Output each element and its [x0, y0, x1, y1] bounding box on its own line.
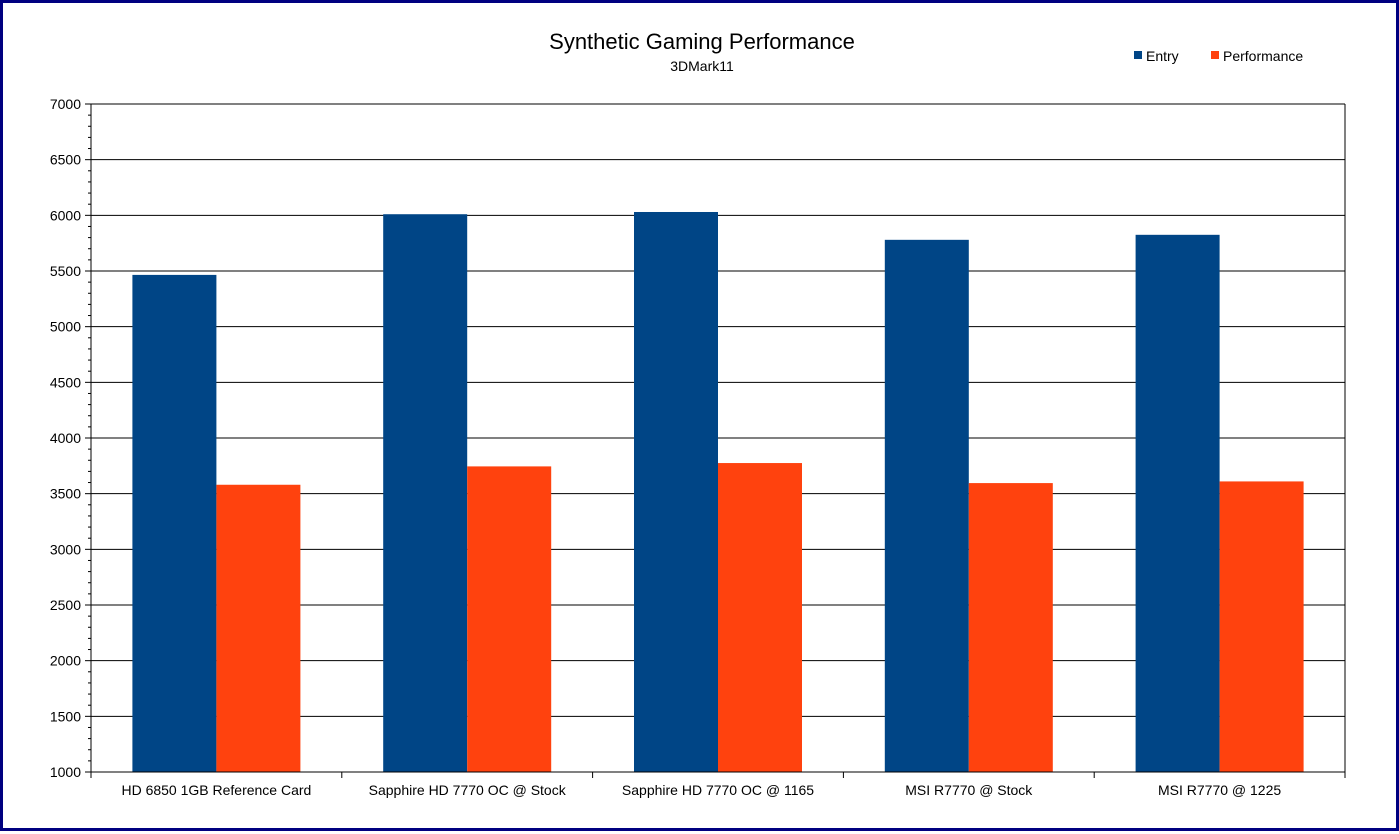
y-tick-label: 3000 — [50, 541, 81, 557]
x-tick-label: HD 6850 1GB Reference Card — [121, 782, 311, 798]
bar-performance — [467, 466, 552, 772]
x-tick-label: Sapphire HD 7770 OC @ 1165 — [622, 782, 814, 798]
x-tick-label: Sapphire HD 7770 OC @ Stock — [369, 782, 567, 798]
legend-swatch-entry — [1134, 51, 1142, 59]
y-tick-label: 2500 — [50, 597, 81, 613]
y-tick-label: 7000 — [50, 96, 81, 112]
axes: 1000 1500 2000 2500 3000 3500 4000 4500 5000 5500… — [50, 96, 1346, 798]
y-tick-label: 6500 — [50, 152, 81, 168]
legend-label-performance: Performance — [1223, 48, 1303, 64]
legend-label-entry: Entry — [1146, 48, 1179, 64]
y-tick-label: 3500 — [50, 486, 81, 502]
y-tick-label: 5500 — [50, 263, 81, 279]
y-tick-label: 4000 — [50, 430, 81, 446]
bar-performance — [1219, 481, 1304, 772]
bar-entry — [884, 239, 969, 772]
chart-subtitle: 3DMark11 — [670, 58, 734, 74]
bar-entry — [1135, 234, 1220, 773]
bar-performance — [718, 463, 802, 772]
y-tick-label: 5000 — [50, 319, 81, 335]
x-tick-label: MSI R7770 @ Stock — [905, 782, 1033, 798]
y-tick-label: 2000 — [50, 653, 81, 669]
legend-swatch-performance — [1211, 51, 1219, 59]
bar-entry — [132, 274, 217, 772]
legend: Entry Performance — [1134, 48, 1303, 64]
y-tick-label: 4500 — [50, 374, 81, 390]
bar-entry — [383, 214, 468, 773]
y-tick-label: 1000 — [50, 764, 81, 780]
y-tick-label: 6000 — [50, 207, 81, 223]
x-tick-label: MSI R7770 @ 1225 — [1158, 782, 1281, 798]
bar-performance — [968, 483, 1053, 772]
bars — [132, 211, 1304, 773]
bar-performance — [216, 484, 301, 772]
chart: Synthetic Gaming Performance 3DMark11 10… — [50, 29, 1346, 798]
bar-entry — [634, 211, 718, 772]
chart-title: Synthetic Gaming Performance — [549, 29, 855, 54]
y-tick-label: 1500 — [50, 708, 81, 724]
